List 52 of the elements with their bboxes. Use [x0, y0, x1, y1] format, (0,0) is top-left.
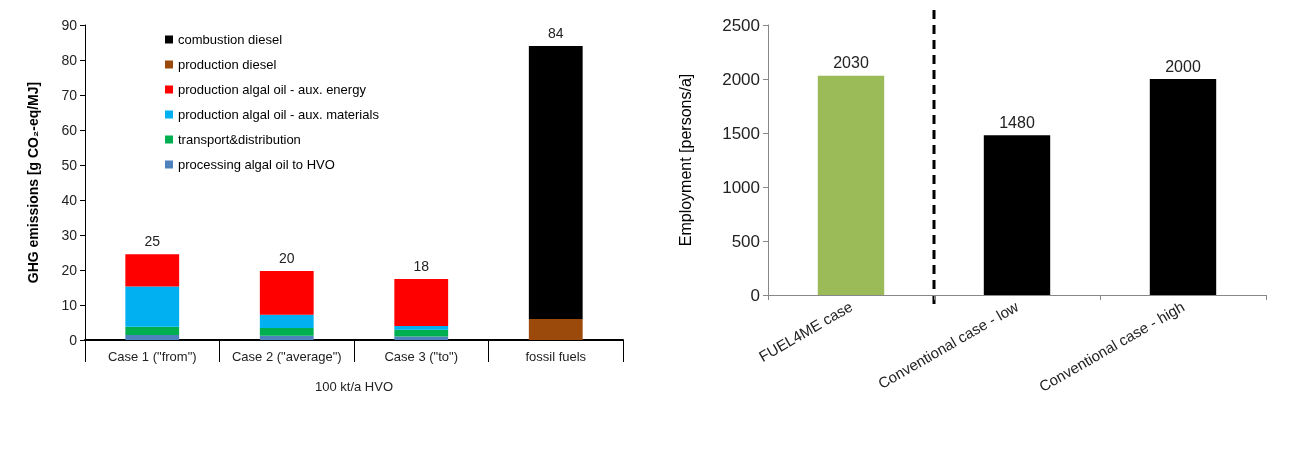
y-tick-label: 60: [61, 122, 78, 138]
y-tick-label: 30: [61, 227, 78, 243]
y-tick-label: 1500: [722, 123, 760, 143]
x-tick-label: Case 1 ("from"): [107, 349, 197, 364]
y-tick-label: 90: [61, 17, 78, 33]
y-tick-label: 20: [61, 262, 78, 278]
x-tick-label: fossil fuels: [525, 349, 587, 364]
y-tick-label: 50: [61, 157, 78, 173]
bar: [259, 328, 314, 336]
bar: [817, 75, 885, 295]
data-label: 1480: [999, 113, 1035, 131]
bar: [259, 314, 314, 329]
x-tick-label: Case 2 ("average"): [231, 349, 342, 364]
x-tick-label: Case 3 ("to"): [384, 349, 459, 364]
bar: [125, 326, 180, 336]
bar: [125, 254, 180, 287]
data-label: 2000: [1165, 57, 1201, 75]
total-label: 25: [144, 233, 161, 250]
bar: [1149, 79, 1217, 295]
bar: [125, 286, 180, 327]
y-tick-label: 1000: [722, 177, 760, 197]
bar: [259, 335, 314, 340]
total-label: 84: [547, 25, 564, 41]
y-tick-label: 80: [61, 52, 78, 68]
total-label: 18: [413, 258, 430, 275]
bar: [394, 326, 449, 330]
y-tick-label: 2000: [722, 69, 760, 89]
total-label: 20: [278, 250, 295, 267]
y-tick-label: 2500: [722, 15, 760, 35]
bar: [528, 319, 583, 340]
y-tick-label: 40: [61, 192, 78, 208]
bar: [394, 329, 449, 337]
data-label: 2030: [833, 54, 869, 72]
legend-label: transport&distribution: [178, 132, 301, 147]
legend-label: production algal oil - aux. energy: [178, 82, 367, 97]
y-axis-title: Employment [persons/a]: [676, 73, 694, 247]
legend-label: processing algal oil to HVO: [178, 157, 335, 172]
legend-label: production algal oil - aux. materials: [178, 107, 380, 122]
y-axis-title: GHG emissions [g CO₂-eq/MJ]: [25, 81, 41, 284]
y-tick-label: 10: [61, 297, 78, 313]
y-tick-label: 70: [61, 87, 78, 103]
bar: [528, 46, 583, 319]
bar: [259, 271, 314, 315]
y-tick-label: 0: [69, 332, 78, 348]
y-tick-label: 500: [731, 231, 760, 251]
text: 100 kt/a HVO: [314, 379, 394, 394]
bar: [394, 279, 449, 326]
legend-label: production diesel: [178, 57, 277, 72]
bar: [125, 335, 180, 340]
y-tick-label: 0: [750, 285, 760, 305]
bar: [983, 135, 1051, 295]
legend-label: combustion diesel: [178, 32, 283, 47]
